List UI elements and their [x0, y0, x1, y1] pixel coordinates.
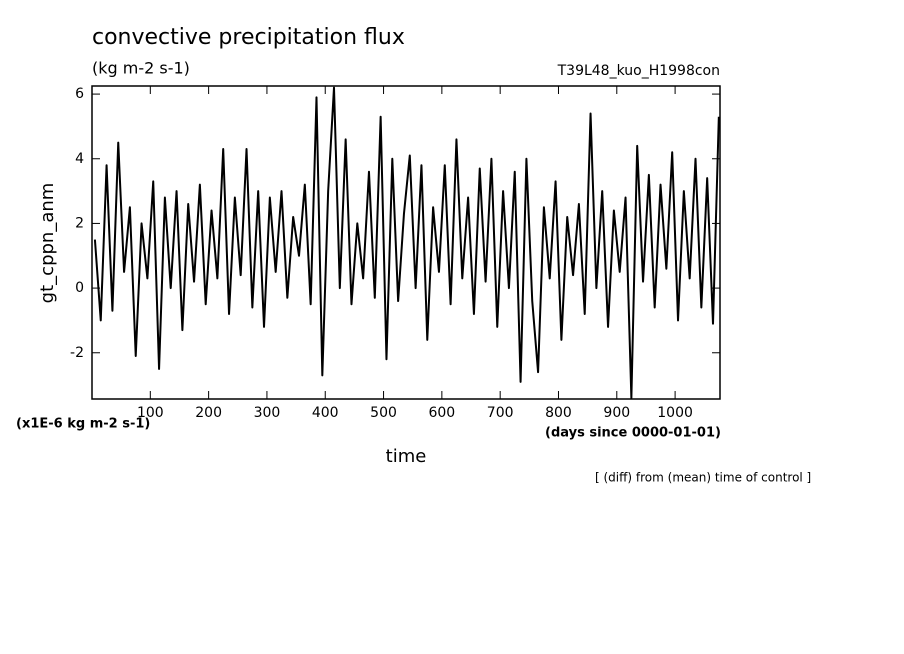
run-label: T39L48_kuo_H1998con	[557, 63, 720, 79]
y-tick-label: -2	[70, 345, 84, 361]
y-tick-label: 4	[75, 151, 84, 167]
chart-title: convective precipitation flux	[92, 25, 405, 50]
x-axis-label: time	[386, 446, 427, 467]
y-tick-label: 6	[75, 86, 84, 102]
x-tick-label: 700	[487, 405, 514, 421]
x-tick-label: 1000	[657, 405, 693, 421]
note: [ (diff) from (mean) time of control ]	[595, 471, 811, 485]
x-tick-label: 400	[312, 405, 339, 421]
x-tick-label: 200	[195, 405, 222, 421]
x-tick-label: 100	[137, 405, 164, 421]
data-line	[93, 86, 720, 400]
y-axis-label: gt_cppn_anm	[37, 183, 58, 304]
y-tick-label: 2	[75, 215, 84, 231]
x-tick-label: 500	[370, 405, 397, 421]
x-tick-label: 900	[603, 405, 630, 421]
x-unit: (days since 0000-01-01)	[545, 426, 721, 441]
y-unit: (x1E-6 kg m-2 s-1)	[16, 417, 150, 432]
subtitle: (kg m-2 s-1)	[92, 59, 190, 78]
x-tick-label: 300	[254, 405, 281, 421]
y-tick-label: 0	[75, 280, 84, 296]
x-tick-label: 800	[545, 405, 572, 421]
plot-frame	[91, 85, 721, 400]
x-tick-label: 600	[428, 405, 455, 421]
